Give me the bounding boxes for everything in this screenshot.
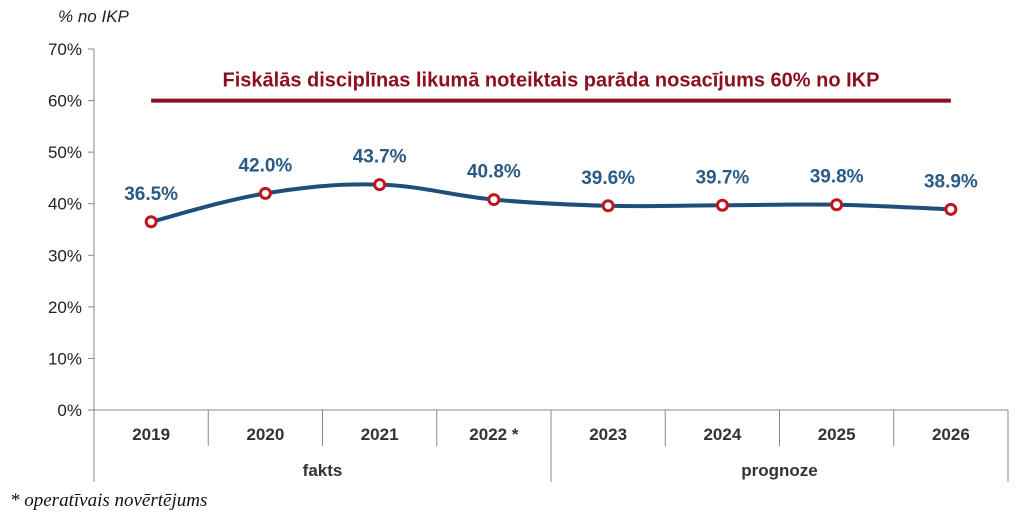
series: 36.5% 42.0% 43.7% 40.8% 39.6% 39.7% 39.8% 38.9% <box>124 147 978 229</box>
data-point <box>944 202 958 216</box>
x-tick-label: 2022 * <box>469 425 519 444</box>
data-label: 38.9% <box>924 171 978 192</box>
data-label: 39.8% <box>810 167 864 188</box>
x-tick-label: 2025 <box>818 425 856 444</box>
data-label: 39.6% <box>581 168 635 189</box>
data-point <box>258 186 272 200</box>
x-tick-label: 2024 <box>703 425 741 444</box>
y-ticks: 0% 10% 20% 30% 40% 50% 60% 70% <box>48 40 94 420</box>
data-point <box>601 199 615 213</box>
series-line <box>149 182 953 224</box>
data-point <box>715 198 729 212</box>
y-tick-label: 20% <box>48 298 82 317</box>
reference-line-label: Fiskālās disciplīnas likumā noteiktais p… <box>223 70 880 92</box>
y-tick-label: 60% <box>48 92 82 111</box>
data-label: 39.7% <box>695 167 749 188</box>
x-tick-label: 2023 <box>589 425 627 444</box>
reference-line: Fiskālās disciplīnas likumā noteiktais p… <box>151 70 951 103</box>
group-label: fakts <box>303 461 343 480</box>
y-tick-label: 30% <box>48 246 82 265</box>
data-point <box>830 198 844 212</box>
x-tick-label: 2021 <box>361 425 399 444</box>
data-point <box>373 178 387 192</box>
footnote: * operatīvais novērtējums <box>10 490 208 511</box>
x-groups: fakts prognoze <box>93 410 1009 482</box>
unit-label: % no IKP <box>58 7 130 26</box>
y-tick-label: 50% <box>48 143 82 162</box>
y-tick-label: 70% <box>48 40 82 59</box>
x-axis: 2019 2020 2021 2022 * 2023 2024 2025 2026 <box>93 409 1009 446</box>
data-label: 43.7% <box>353 147 407 168</box>
x-tick-label: 2020 <box>246 425 284 444</box>
data-label: 42.0% <box>238 155 292 176</box>
group-label: prognoze <box>741 461 818 480</box>
y-tick-label: 0% <box>57 401 82 420</box>
x-tick-label: 2026 <box>932 425 970 444</box>
y-tick-label: 40% <box>48 195 82 214</box>
data-point <box>144 215 158 229</box>
x-tick-label: 2019 <box>132 425 170 444</box>
y-tick-label: 10% <box>48 349 82 368</box>
data-label: 40.8% <box>467 162 521 183</box>
data-point <box>487 193 501 207</box>
data-label: 36.5% <box>124 184 178 205</box>
